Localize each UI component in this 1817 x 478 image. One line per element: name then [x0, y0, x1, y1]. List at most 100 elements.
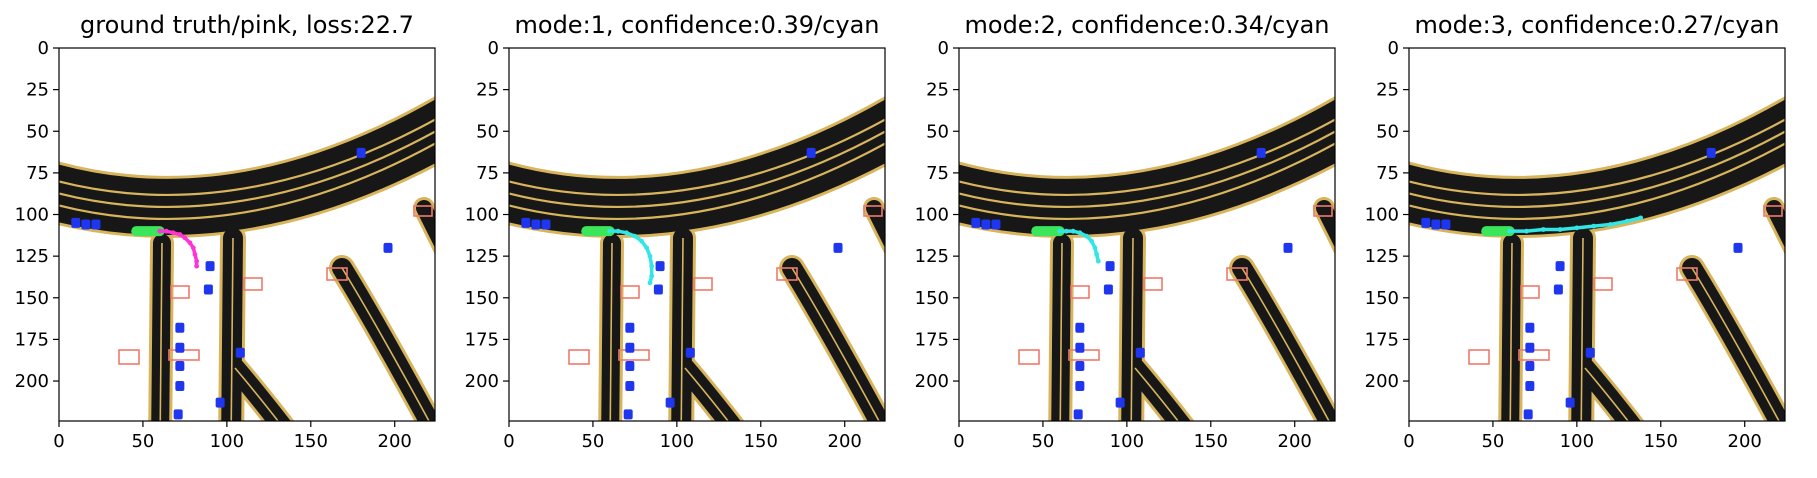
agent-marker [1073, 409, 1083, 420]
agent-marker [1075, 322, 1085, 333]
agent-marker [971, 217, 981, 228]
y-tick-label: 25 [1376, 80, 1399, 101]
panel-title: ground truth/pink, loss:22.7 [80, 11, 414, 39]
trajectory-point [1094, 252, 1100, 257]
crosswalk [1520, 285, 1540, 299]
lane-line [684, 367, 730, 421]
road-segment [782, 258, 885, 421]
trajectory-point [1591, 223, 1597, 229]
agent-marker [531, 219, 541, 230]
crosswalk [326, 267, 348, 281]
trajectory-line [157, 229, 199, 268]
lane-line [509, 118, 885, 197]
agent-marker [175, 322, 185, 333]
y-tick-label: 25 [926, 80, 949, 101]
trajectory-point [1089, 238, 1095, 244]
y-tick-label: 150 [1365, 288, 1399, 309]
trajectory-marks [521, 147, 843, 420]
agent-marker [1075, 381, 1085, 392]
road-segment [1232, 258, 1335, 421]
lane-line [1584, 367, 1630, 421]
x-tick-label: 100 [660, 431, 694, 452]
x-tick-label: 200 [1728, 431, 1762, 452]
road-segment [416, 200, 435, 248]
trajectory-point [190, 245, 196, 251]
agent-marker [71, 217, 81, 228]
agent-marker [175, 361, 185, 372]
lane-line [59, 142, 435, 221]
lane-line [509, 130, 885, 209]
trajectory-point [1524, 228, 1529, 234]
trajectory-point [1507, 228, 1513, 234]
y-tick-label: 75 [926, 163, 949, 184]
agent-marker [1115, 397, 1125, 408]
trajectory-point [639, 238, 645, 244]
agent-marker [1075, 361, 1085, 372]
trajectory-point [649, 263, 655, 269]
panel-title: mode:2, confidence:0.34/cyan [965, 11, 1330, 39]
crosswalk [1593, 277, 1613, 291]
x-tick-label: 150 [744, 431, 778, 452]
x-tick-label: 0 [53, 431, 64, 452]
map-image [959, 96, 1335, 421]
agent-marker [1256, 147, 1266, 158]
y-tick-label: 175 [465, 329, 499, 350]
y-tick-label: 100 [1365, 205, 1399, 226]
crosswalk [1468, 349, 1490, 365]
trajectory-point [1608, 222, 1613, 227]
axes-frame [58, 47, 436, 422]
agent-marker [655, 261, 665, 272]
trajectory-point [1574, 225, 1580, 231]
agent-marker [665, 397, 675, 408]
agent-marker [383, 242, 393, 253]
agent-marker [175, 342, 185, 353]
crosswalk [1143, 277, 1163, 291]
trajectory-point [194, 258, 200, 264]
axes-frame [1408, 47, 1786, 422]
road-segment [866, 200, 885, 248]
agent-marker [1525, 381, 1535, 392]
trajectory-point [624, 230, 629, 236]
lane-line [1409, 142, 1785, 221]
agent-marker [981, 219, 991, 230]
agent-marker [1585, 347, 1595, 358]
trajectory-point [182, 235, 188, 241]
agent-marker [1441, 219, 1451, 230]
crosswalk [776, 267, 798, 281]
x-axis: 0 50 100 150 200 [1403, 421, 1762, 452]
agent-marker [625, 381, 635, 392]
crosswalk [413, 205, 433, 217]
agent-marker [356, 147, 366, 158]
y-tick-label: 125 [465, 246, 499, 267]
road-segment [1766, 200, 1785, 248]
agent-marker [685, 347, 695, 358]
x-tick-label: 200 [1278, 431, 1312, 452]
y-tick-label: 50 [926, 121, 949, 142]
trajectory-point [1624, 218, 1630, 224]
y-tick-label: 200 [1365, 371, 1399, 392]
x-tick-label: 150 [1644, 431, 1678, 452]
lane-line [341, 267, 430, 421]
agent-marker [1105, 261, 1115, 272]
y-axis: 0 25 50 75 100 125 150 175 200 [915, 38, 959, 392]
crosswalk [1226, 267, 1248, 281]
agent-marker [1075, 342, 1085, 353]
y-tick-label: 75 [26, 163, 49, 184]
trajectory-point [615, 228, 621, 234]
agent-marker [215, 397, 225, 408]
y-tick-label: 50 [1376, 121, 1399, 142]
agent-marker [1421, 217, 1431, 228]
y-tick-label: 75 [1376, 163, 1399, 184]
y-tick-label: 200 [465, 371, 499, 392]
lane-line [1691, 267, 1780, 421]
agent-marker [625, 361, 635, 372]
lane-line [59, 130, 435, 209]
lane-line [1059, 242, 1063, 421]
crosswalk [1018, 349, 1040, 365]
agent-marker [806, 147, 816, 158]
x-tick-label: 150 [294, 431, 328, 452]
lane-line [1409, 118, 1785, 197]
trajectory-point [170, 230, 176, 236]
panel-mode-3: mode:3, confidence:0.27/cyan 0 50 100 150 20… [1365, 11, 1786, 452]
